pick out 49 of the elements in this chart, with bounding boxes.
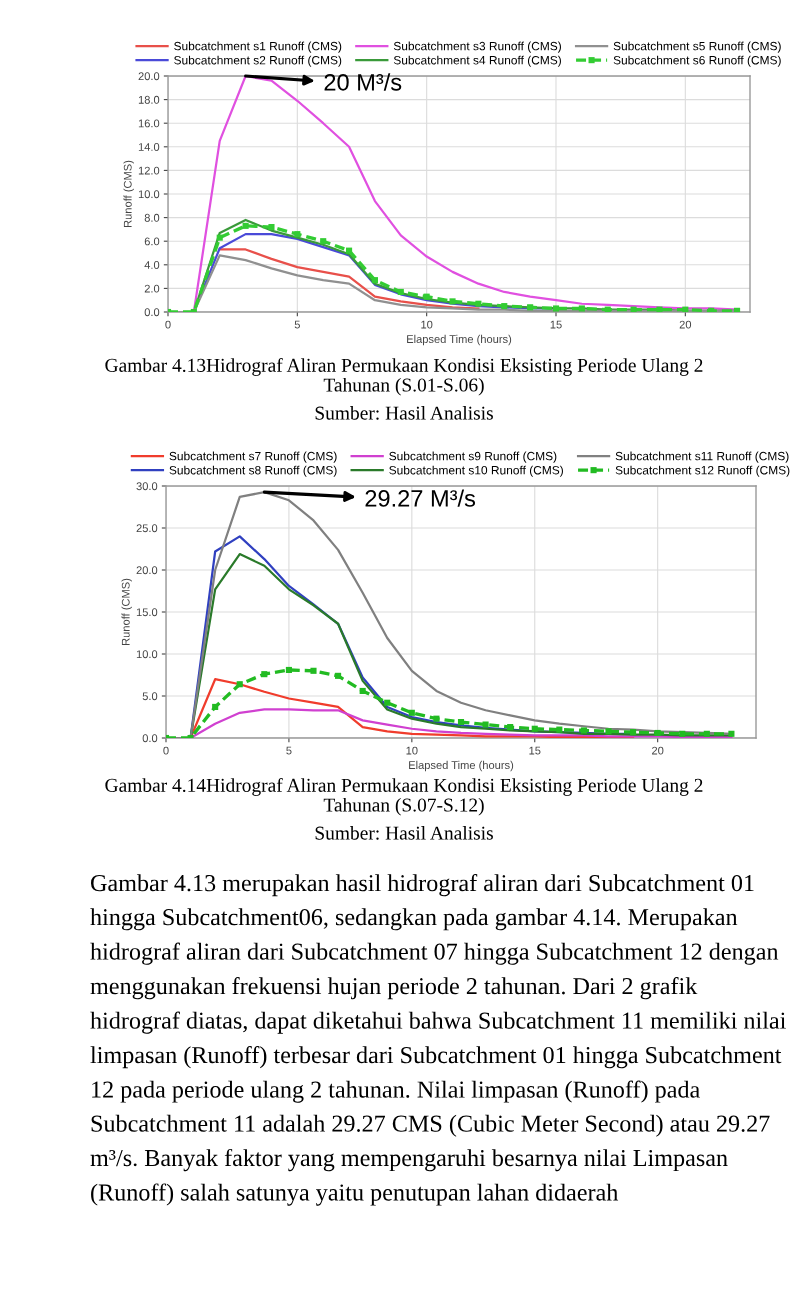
point [527, 304, 534, 311]
point [242, 222, 249, 229]
point [501, 303, 508, 310]
point [359, 687, 366, 695]
point [371, 277, 378, 284]
point [457, 718, 465, 726]
point [679, 730, 686, 737]
text: Gambar 4.14Hidrograf Aliran Permukaan Kondisi Eksisting Periode Ulang 2 Tahunan (S.07-S.12) [105, 778, 703, 816]
point [335, 672, 342, 679]
point [384, 699, 391, 706]
point [605, 728, 612, 735]
point [604, 306, 611, 312]
point [654, 729, 661, 737]
point [703, 730, 710, 737]
point [310, 667, 317, 674]
point [261, 671, 268, 678]
point [212, 703, 219, 710]
line-series [218, 248, 480, 310]
point [346, 247, 353, 254]
text: Gambar 4.13Hidrograf Aliran Permukaan Kondisi Eksisting Periode Ulang 2 Tahunan (S.01-S.06) [105, 358, 703, 396]
text: Sumber: Hasil Analisis [315, 406, 493, 420]
point [423, 293, 430, 300]
point [728, 730, 735, 737]
point [408, 709, 415, 716]
point [268, 223, 275, 231]
text: Sumber: Hasil Analisis [315, 826, 493, 840]
point [507, 724, 514, 731]
point [630, 306, 637, 312]
point [397, 288, 404, 295]
point [294, 231, 301, 238]
point [531, 725, 538, 732]
point [475, 300, 482, 307]
annotation: 29.27 M³/s [365, 489, 476, 507]
point [216, 234, 223, 241]
point [552, 305, 560, 312]
point [578, 305, 585, 312]
point [449, 298, 456, 305]
point [556, 726, 563, 733]
point [433, 715, 440, 722]
point [656, 306, 663, 312]
annotation: 20 M³/s [324, 73, 402, 91]
point [682, 306, 689, 312]
text: Gambar 4.13 merupakan hasil hidrograf aliran dari Subcatchment 01 hingga Subcatchment06, sedangkan pada gambar 4.14. Merupakan hidrograf aliran dari Subcatchment 07 hingga Subcatchment 12 dengan menggunakan frekuensi hujan periode 2 tahunan. Dari 2 grafik hidrograf diatas, dapat diketahui bahwa Subcatchment 11 memiliki nilai limpasan (Runoff) terbesar dari Subcatchment 01 hingga Subcatchment 12 pada periode ulang 2 tahunan. Nilai limpasan (Runoff) pada Subcatchment 11 adalah 29.27 CMS (Cubic Meter Second) atau 29.27 m³/s. Banyak faktor yang mempengaruhi besarnya nilai Limpasan (Runoff) salah satunya yaitu penutupan lahan didaerah [90, 874, 786, 1206]
point [285, 666, 292, 674]
point [580, 727, 587, 734]
point [236, 681, 243, 688]
point [630, 729, 637, 736]
point [320, 238, 327, 245]
point [482, 721, 489, 728]
